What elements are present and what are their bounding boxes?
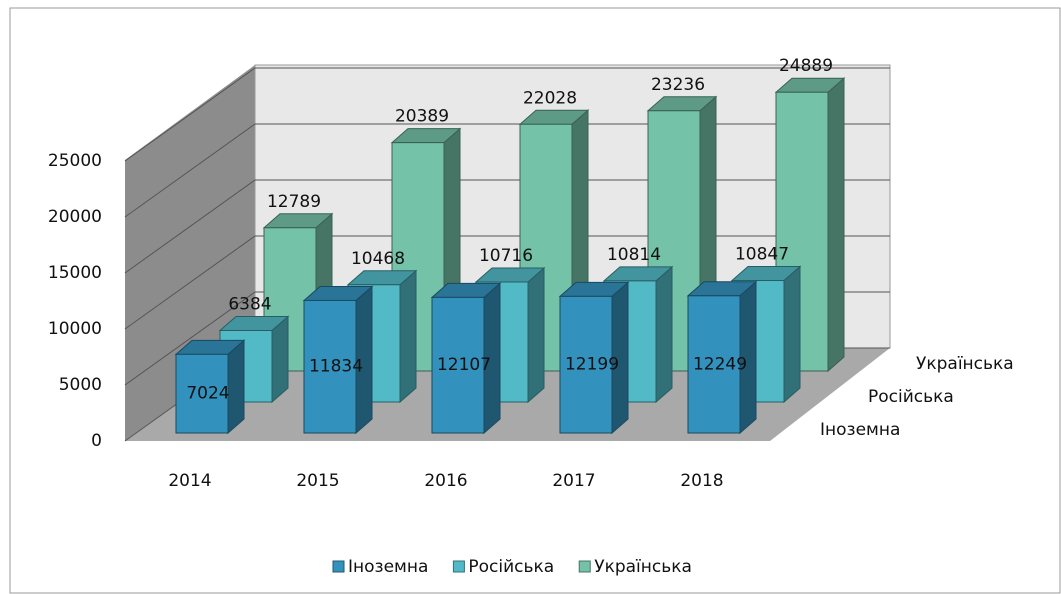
value-label: 12249 — [693, 354, 747, 374]
bar-side — [227, 339, 245, 435]
value-label: 12107 — [437, 355, 491, 375]
value-label: 12789 — [267, 192, 321, 212]
y-tick-label: 20000 — [48, 207, 102, 227]
depth-axis-label: Українська — [916, 354, 1014, 374]
bar-side — [827, 77, 845, 373]
legend-swatch — [332, 560, 345, 573]
y-tick-label: 15000 — [48, 263, 102, 283]
value-label: 12199 — [565, 355, 619, 375]
value-label: 24889 — [779, 56, 833, 76]
x-tick-label: 2018 — [680, 471, 723, 491]
bar — [303, 299, 357, 434]
bar — [175, 353, 229, 434]
y-tick-label: 10000 — [48, 319, 102, 339]
value-label: 11834 — [309, 357, 363, 377]
value-label: 10814 — [607, 245, 661, 265]
bar-side — [783, 265, 801, 404]
value-label: 10468 — [351, 249, 405, 269]
y-tick-label: 25000 — [48, 151, 102, 171]
legend-label: Російська — [468, 557, 554, 577]
legend-swatch — [452, 560, 465, 573]
bar-side — [527, 266, 545, 404]
legend-swatch — [578, 560, 591, 573]
bar-side — [399, 269, 417, 404]
grid-line — [124, 67, 890, 162]
x-tick-label: 2016 — [424, 471, 467, 491]
bar — [559, 295, 613, 434]
x-tick-label: 2015 — [296, 471, 339, 491]
depth-axis-label: Іноземна — [820, 420, 900, 440]
value-label: 7024 — [186, 384, 229, 404]
bar-side — [271, 315, 289, 404]
y-tick-label: 0 — [91, 431, 102, 451]
value-label: 23236 — [651, 75, 705, 95]
value-label: 6384 — [228, 294, 271, 314]
y-tick-label: 5000 — [59, 375, 102, 395]
value-label: 22028 — [523, 88, 577, 108]
x-tick-label: 2017 — [552, 471, 595, 491]
bar — [687, 295, 741, 434]
value-label: 10716 — [479, 246, 533, 266]
value-label: 10847 — [735, 245, 789, 265]
bar — [431, 296, 485, 434]
legend-label: Іноземна — [348, 557, 428, 577]
legend-label: Українська — [594, 557, 692, 577]
bar-side — [655, 265, 673, 404]
x-tick-label: 2014 — [168, 471, 211, 491]
depth-axis-label: Російська — [868, 387, 954, 407]
value-label: 20389 — [395, 107, 449, 127]
